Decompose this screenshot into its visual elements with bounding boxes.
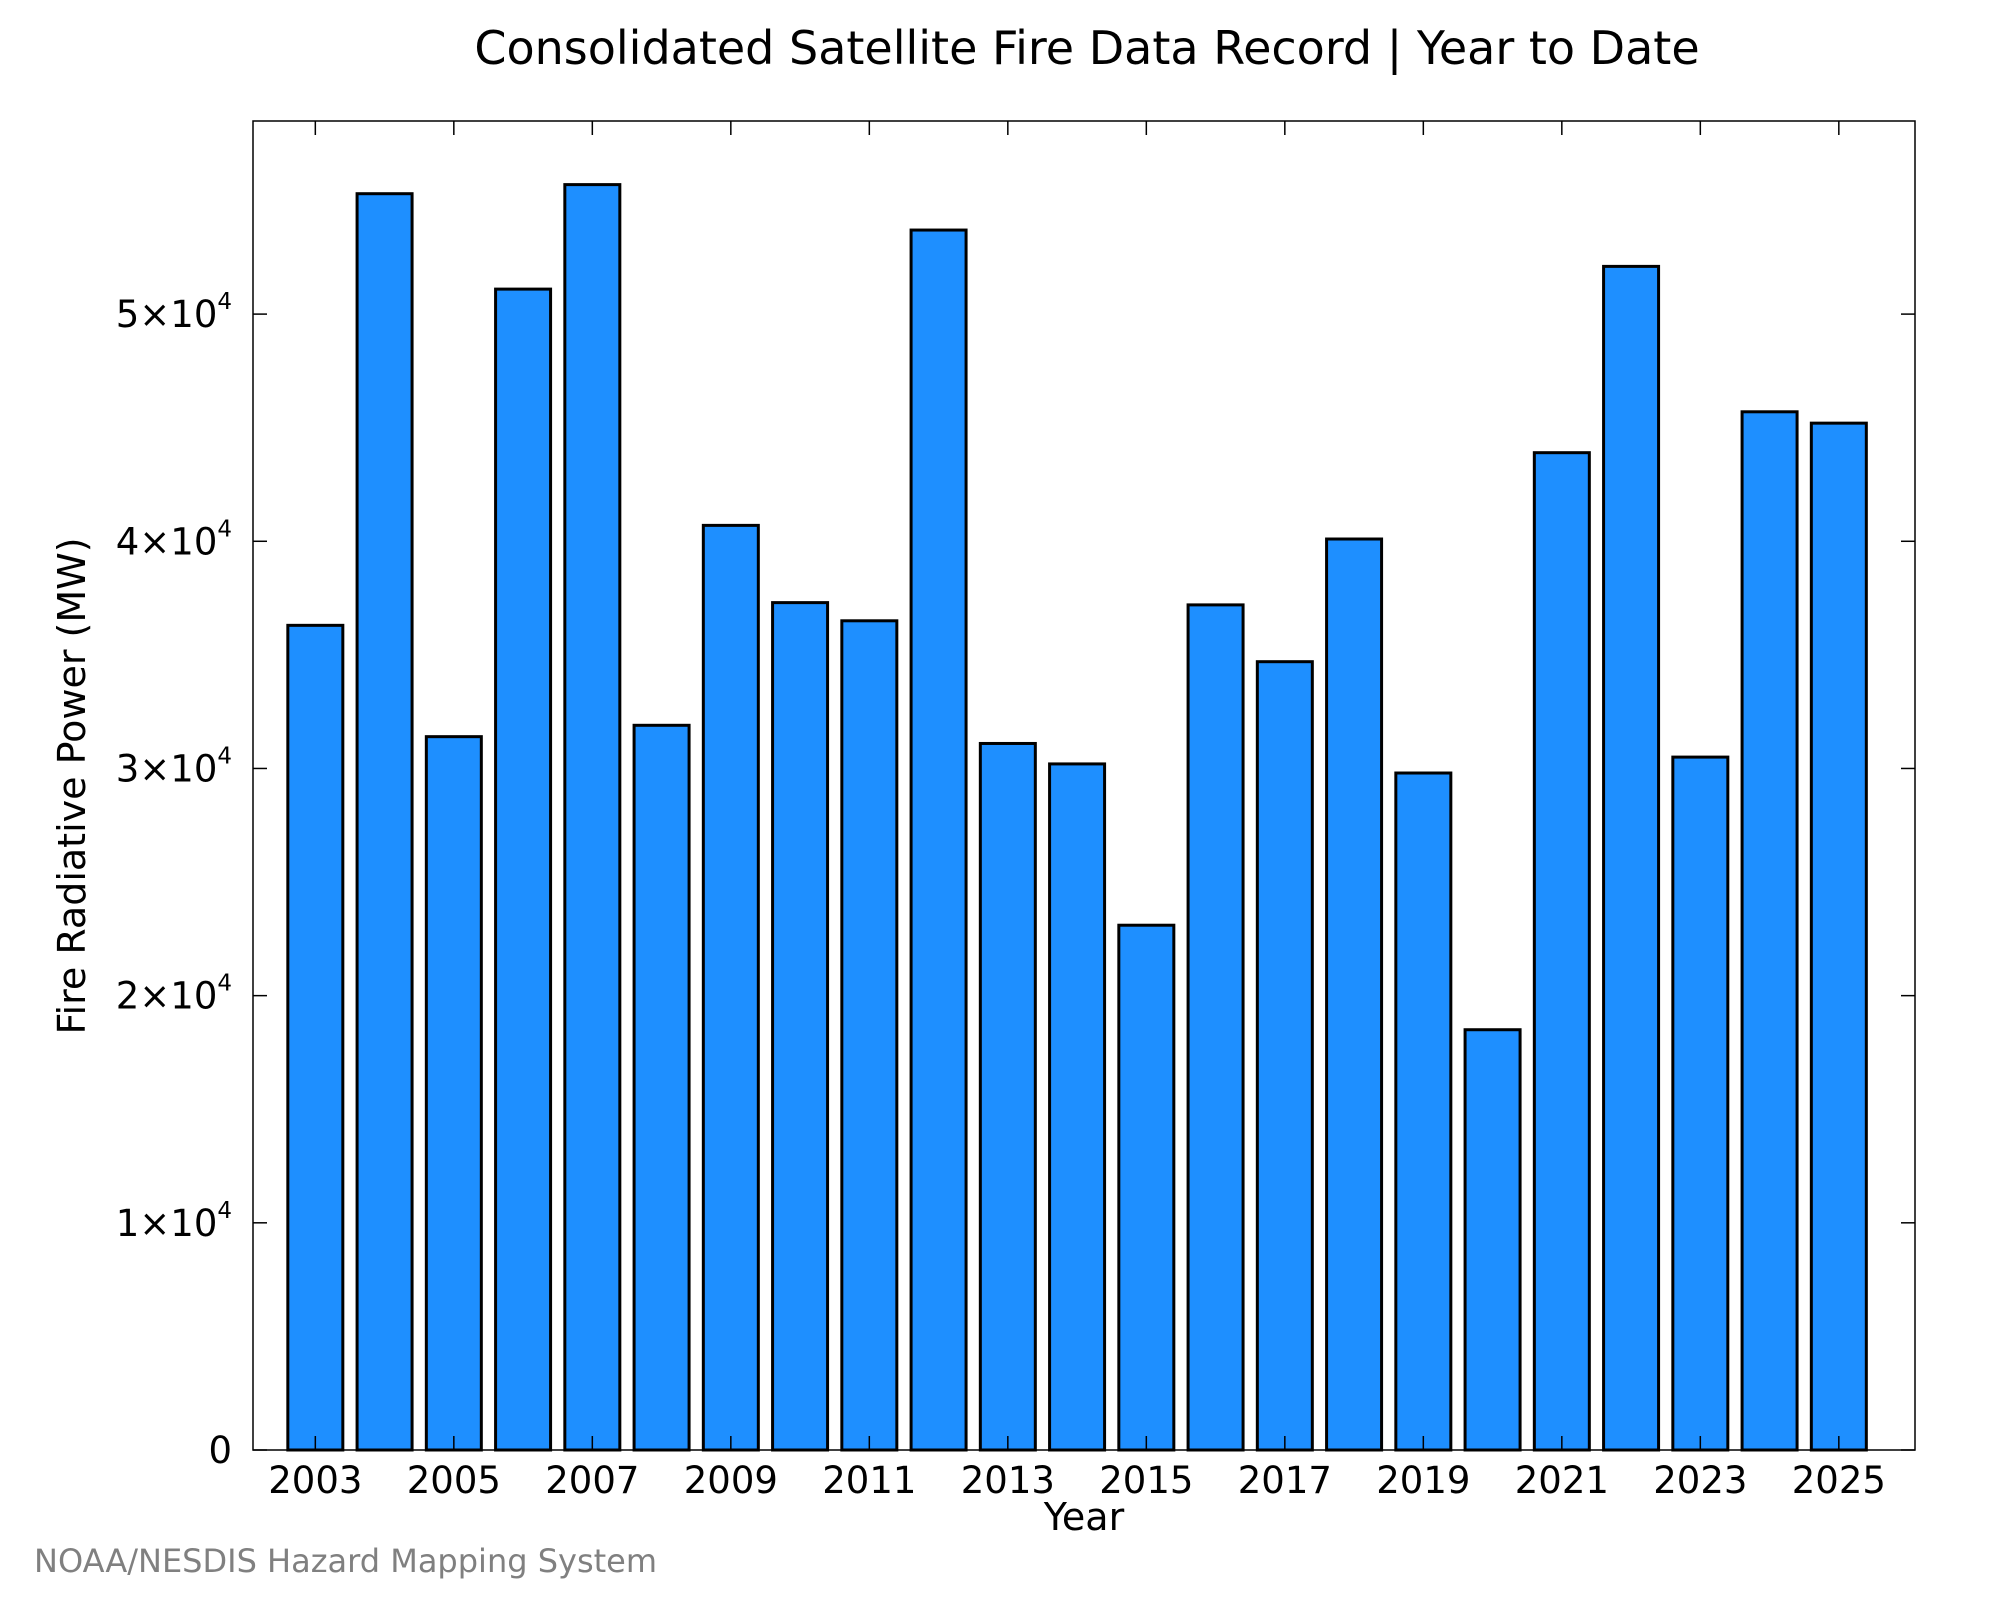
x-tick-label-2019: 2019 [1376, 1459, 1470, 1502]
plot-area-frame [252, 120, 1916, 1451]
ticks-layer: 2003 2005 2007 2009 2011 2013 2015 2017 2019 2021… [116, 121, 1915, 1502]
bar-2018 [1325, 537, 1384, 1452]
x-tick-label-2017: 2017 [1238, 1459, 1332, 1502]
bar-2006 [494, 287, 553, 1452]
bar-2010 [771, 601, 830, 1452]
x-tick-label-2007: 2007 [545, 1459, 639, 1502]
source-credit: NOAA/NESDIS Hazard Mapping System [34, 1542, 657, 1580]
y-axis-label: Fire Radiative Power (MW) [50, 537, 94, 1034]
bar-2025 [1809, 421, 1868, 1452]
bar-2013 [978, 741, 1037, 1452]
bar-2014 [1048, 762, 1107, 1452]
bar-2011 [840, 619, 899, 1452]
x-tick-label-2023: 2023 [1653, 1459, 1747, 1502]
y-tick-label-20000: 2×104 [116, 971, 232, 1018]
bar-2016 [1186, 603, 1245, 1452]
bar-2008 [632, 723, 691, 1452]
bar-2005 [424, 735, 483, 1452]
chart-title: Consolidated Satellite Fire Data Record … [474, 21, 1699, 76]
bar-2024 [1740, 410, 1799, 1452]
y-tick-label-30000: 3×104 [116, 743, 232, 790]
y-tick-label-40000: 4×104 [116, 516, 232, 563]
bars-layer [286, 183, 1868, 1452]
x-tick-label-2005: 2005 [407, 1459, 501, 1502]
bar-2003 [286, 623, 345, 1452]
y-tick-label-10000: 1×104 [116, 1198, 232, 1245]
bar-2021 [1532, 451, 1591, 1452]
x-tick-label-2025: 2025 [1792, 1459, 1886, 1502]
bar-2020 [1463, 1028, 1522, 1452]
x-tick-label-2011: 2011 [822, 1459, 916, 1502]
x-tick-label-2009: 2009 [684, 1459, 778, 1502]
x-tick-label-2015: 2015 [1099, 1459, 1193, 1502]
bar-2012 [909, 228, 968, 1452]
bar-2017 [1255, 660, 1314, 1452]
x-tick-label-2003: 2003 [268, 1459, 362, 1502]
bar-2023 [1671, 755, 1730, 1452]
x-tick-label-2013: 2013 [961, 1459, 1055, 1502]
bar-2004 [355, 192, 414, 1452]
x-axis-label: Year [1043, 1495, 1125, 1539]
bar-2019 [1394, 771, 1453, 1452]
bar-2007 [563, 183, 622, 1452]
y-tick-label-50000: 5×104 [116, 289, 232, 336]
y-tick-label-0: 0 [208, 1429, 232, 1472]
x-tick-label-2021: 2021 [1515, 1459, 1609, 1502]
bar-2015 [1117, 923, 1176, 1452]
bar-2009 [701, 523, 760, 1452]
bar-2022 [1602, 264, 1661, 1452]
